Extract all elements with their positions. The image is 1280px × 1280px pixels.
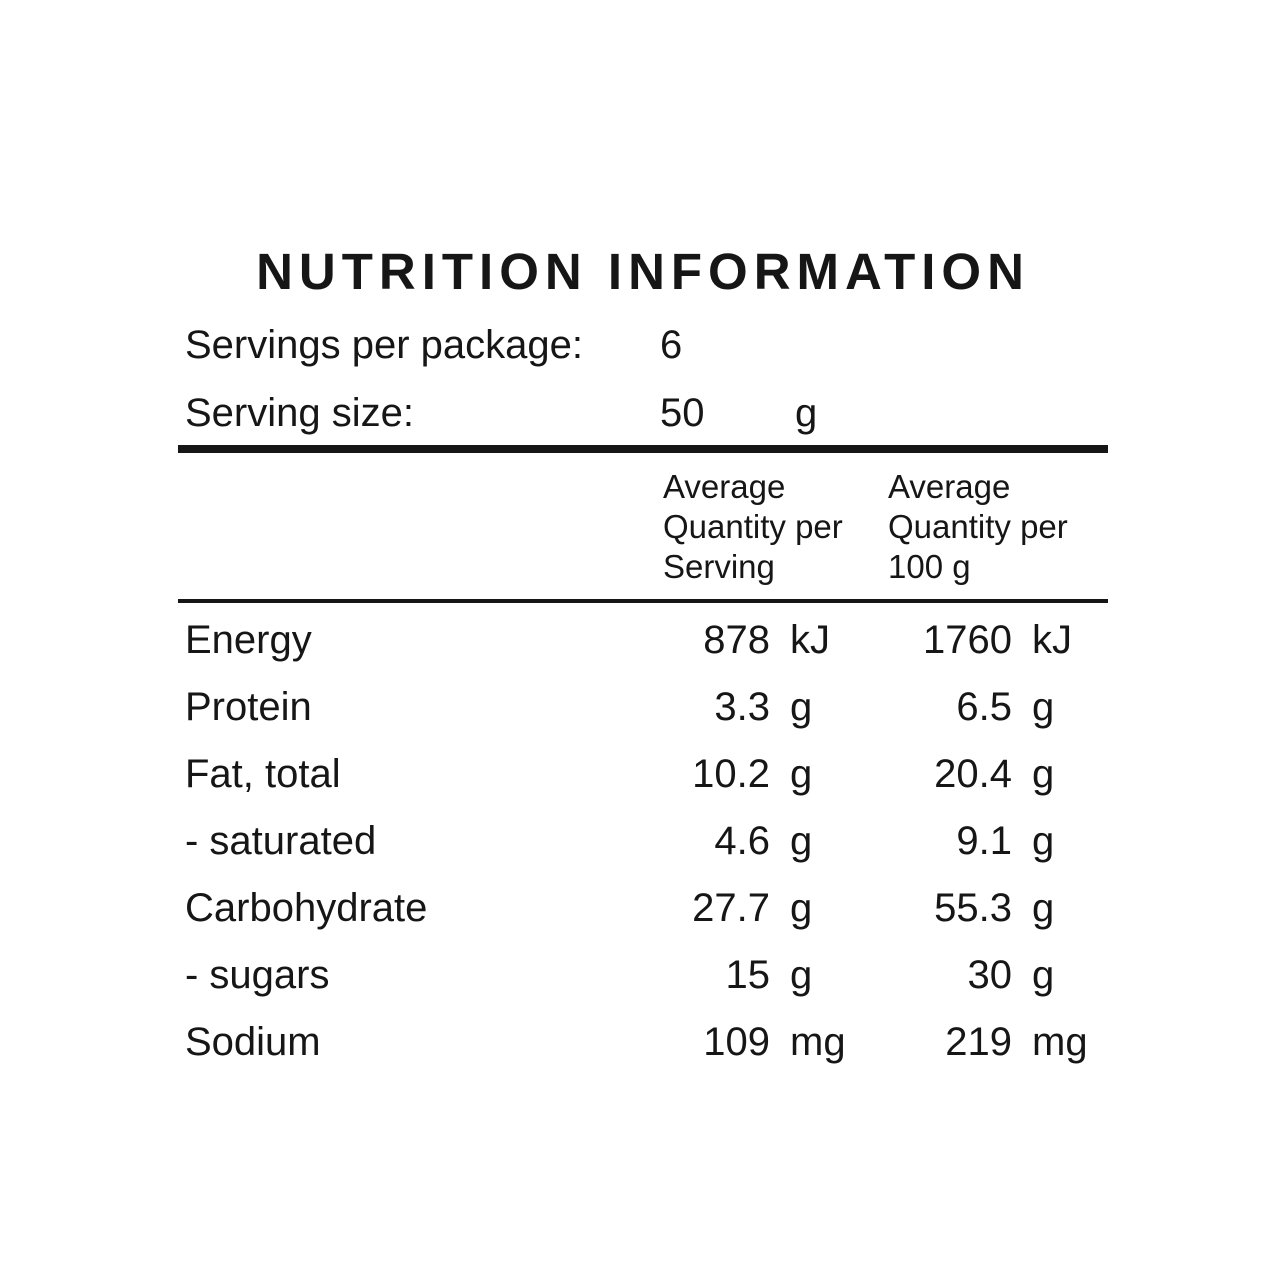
nutrient-label: Fat, total xyxy=(185,752,341,796)
column-header-per-100g: Average Quantity per 100 g xyxy=(888,468,1068,585)
nutrient-label: Carbohydrate xyxy=(185,886,428,930)
per-serving-value: 878 xyxy=(703,618,770,662)
servings-label: Servings per package: xyxy=(185,323,584,367)
nutrient-rows: Energy 878 kJ 1760 kJ Protein 3.3 g 6.5 … xyxy=(178,607,1108,1076)
per-100g-unit: g xyxy=(1032,953,1055,997)
per-serving-unit: g xyxy=(790,685,813,729)
header-bottom-rule xyxy=(178,599,1108,603)
serving-size-row: Serving size: 50 g xyxy=(178,390,1108,436)
per-100g-unit: g xyxy=(1032,886,1055,930)
per-100g-value: 9.1 xyxy=(956,819,1012,863)
per-100g-value: 219 xyxy=(945,1020,1012,1064)
per-serving-unit: kJ xyxy=(790,618,830,662)
per-100g-unit: g xyxy=(1032,685,1055,729)
per-100g-value: 20.4 xyxy=(934,752,1012,796)
servings-per-package-row: Servings per package: 6 xyxy=(178,322,1108,368)
per-serving-value: 4.6 xyxy=(714,819,770,863)
nutrient-label: Protein xyxy=(185,685,312,729)
per-serving-unit: g xyxy=(790,886,813,930)
per-serving-value: 109 xyxy=(703,1020,770,1064)
servings-value: 6 xyxy=(660,323,683,367)
header-spacer xyxy=(178,467,663,587)
per-100g-unit: g xyxy=(1032,752,1055,796)
panel-title: NUTRITION INFORMATION xyxy=(256,243,1030,300)
serving-size-label: Serving size: xyxy=(185,391,414,435)
nutrient-row-sugars: - sugars 15 g 30 g xyxy=(178,942,1108,1009)
per-serving-unit: g xyxy=(790,819,813,863)
nutrient-row-protein: Protein 3.3 g 6.5 g xyxy=(178,674,1108,741)
nutrient-row-energy: Energy 878 kJ 1760 kJ xyxy=(178,607,1108,674)
nutrient-label: Energy xyxy=(185,618,312,662)
serving-size-value: 50 xyxy=(660,391,705,435)
nutrient-row-saturated: - saturated 4.6 g 9.1 g xyxy=(178,808,1108,875)
nutrient-row-carbohydrate: Carbohydrate 27.7 g 55.3 g xyxy=(178,875,1108,942)
per-100g-unit: mg xyxy=(1032,1020,1088,1064)
table-top-rule xyxy=(178,445,1108,453)
serving-size-unit: g xyxy=(795,391,818,435)
per-100g-value: 30 xyxy=(967,953,1013,997)
per-100g-value: 6.5 xyxy=(956,685,1012,729)
per-serving-unit: g xyxy=(790,752,813,796)
per-serving-value: 15 xyxy=(725,953,771,997)
nutrient-label: - saturated xyxy=(185,819,377,863)
per-100g-value: 1760 xyxy=(923,618,1012,662)
nutrient-row-sodium: Sodium 109 mg 219 mg xyxy=(178,1009,1108,1076)
per-serving-value: 27.7 xyxy=(692,886,770,930)
per-serving-value: 10.2 xyxy=(692,752,770,796)
per-100g-unit: kJ xyxy=(1032,618,1072,662)
column-header-per-serving: Average Quantity per Serving xyxy=(663,468,843,585)
per-serving-unit: g xyxy=(790,953,813,997)
nutrition-panel: NUTRITION INFORMATION Servings per packa… xyxy=(178,0,1108,1076)
nutrient-label: - sugars xyxy=(185,953,330,997)
nutrient-label: Sodium xyxy=(185,1020,321,1064)
per-100g-value: 55.3 xyxy=(934,886,1012,930)
per-100g-unit: g xyxy=(1032,819,1055,863)
nutrient-row-fat-total: Fat, total 10.2 g 20.4 g xyxy=(178,741,1108,808)
table-header-row: Average Quantity per Serving Average Qua… xyxy=(178,453,1108,599)
per-serving-unit: mg xyxy=(790,1020,846,1064)
per-serving-value: 3.3 xyxy=(714,685,770,729)
